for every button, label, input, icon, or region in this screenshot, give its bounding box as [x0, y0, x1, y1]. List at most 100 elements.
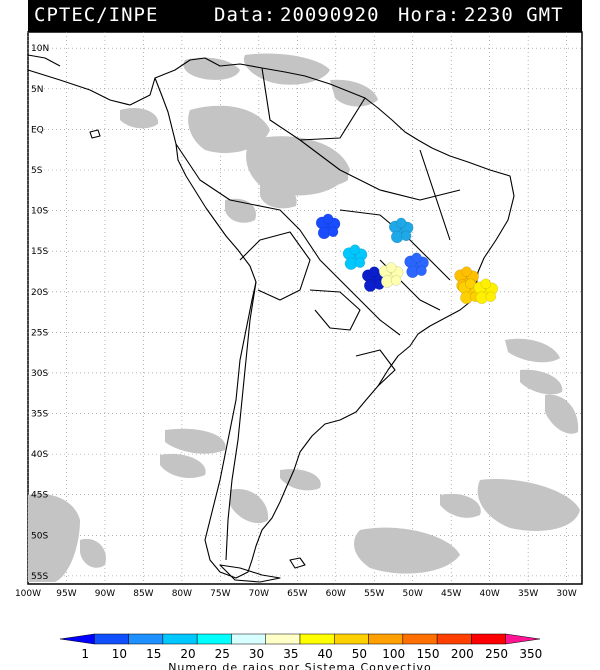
- cloud-rondonia: [260, 183, 297, 209]
- cloud-east-atlantic-3: [545, 394, 579, 434]
- lightning-cluster: [378, 262, 404, 288]
- lightning-cluster: [342, 244, 368, 270]
- legend-swatch: [334, 633, 369, 645]
- lightning-blob: [461, 266, 472, 277]
- lat-label: 30S: [31, 369, 48, 379]
- legend-label: 100: [382, 647, 405, 661]
- lightning-clusters: [315, 213, 499, 305]
- legend-swatch: [94, 633, 129, 645]
- legend-label: 200: [451, 647, 474, 661]
- cloud-east-atlantic-2: [520, 369, 563, 395]
- date-value: 20090920: [280, 4, 380, 26]
- lat-label: 35S: [31, 410, 48, 420]
- lightning-blob: [354, 257, 366, 268]
- legend-swatch: [505, 633, 541, 645]
- central-america: [27, 69, 156, 106]
- legend-swatch: [128, 633, 164, 645]
- cloud-pacific-south: [28, 493, 80, 582]
- cloud-amazon-east: [300, 149, 349, 186]
- lon-label: 35W: [518, 589, 538, 599]
- legend-label: 50: [352, 647, 367, 661]
- cloud-imagery: [28, 53, 580, 582]
- title-bar: CPTEC/INPE Data: 20090920 Hora: 2230 GMT: [28, 0, 582, 32]
- legend-swatch: [265, 633, 301, 645]
- cloud-peru: [225, 198, 256, 223]
- legend-swatch: [368, 633, 404, 645]
- lightning-blob: [349, 244, 361, 255]
- brazil-states-1: [299, 139, 461, 201]
- legend-label: 250: [485, 647, 508, 661]
- lon-label: 30W: [556, 589, 576, 599]
- legend-label: 30: [249, 647, 264, 661]
- cloud-pacific-south-2: [80, 538, 106, 568]
- lightning-cluster: [388, 217, 414, 244]
- lon-label: 100W: [15, 589, 41, 599]
- lightning-blob: [390, 275, 402, 286]
- lat-label: 40S: [31, 450, 48, 460]
- source-label: CPTEC/INPE: [34, 4, 159, 26]
- legend-label: 150: [417, 647, 440, 661]
- legend-swatch: [231, 633, 266, 645]
- legend-swatch: [59, 633, 95, 645]
- lightning-blob: [400, 230, 412, 242]
- time-label: Hora:: [398, 4, 461, 26]
- legend-label: 15: [146, 647, 161, 661]
- lat-label: 15S: [31, 247, 48, 257]
- lon-label: 80W: [172, 589, 192, 599]
- lon-label: 50W: [403, 589, 423, 599]
- cloud-south-atlantic-1: [165, 428, 226, 454]
- uruguay-border: [355, 349, 396, 387]
- lon-label: 45W: [441, 589, 461, 599]
- legend-swatch: [196, 633, 232, 645]
- legend-label: 25: [215, 647, 230, 661]
- lat-label: 45S: [31, 491, 48, 501]
- lat-label: 25S: [31, 328, 48, 338]
- lon-label: 70W: [249, 589, 269, 599]
- cloud-east-atlantic-1: [505, 338, 560, 363]
- date-label: Data:: [214, 4, 277, 26]
- legend-label: 10: [112, 647, 127, 661]
- cloud-south-east-2: [440, 493, 481, 518]
- brazil-border-west: [175, 143, 401, 336]
- legend-label: 1: [81, 647, 89, 661]
- brazil-states-2: [339, 209, 451, 281]
- bolivia-border: [239, 231, 311, 301]
- lightning-blob: [322, 213, 334, 225]
- lon-label: 65W: [287, 589, 307, 599]
- lat-label: 5S: [31, 166, 43, 176]
- legend-title: Numero de raios por Sistema Convectivo: [168, 661, 432, 670]
- lon-label: 90W: [95, 589, 115, 599]
- lon-label: 40W: [479, 589, 499, 599]
- cloud-south-east: [477, 479, 580, 531]
- lightning-blob: [416, 265, 427, 277]
- malvinas: [289, 557, 306, 569]
- lightning-blob: [485, 291, 497, 303]
- coastlines: [27, 54, 515, 583]
- lightning-cluster: [404, 252, 429, 279]
- tierra-del-fuego: [219, 564, 281, 583]
- paraguay-border: [309, 289, 361, 331]
- cloud-malvinas-east: [354, 527, 460, 574]
- lightning-blob: [395, 217, 407, 229]
- time-value: 2230 GMT: [464, 4, 564, 26]
- legend-label: 40: [318, 647, 333, 661]
- lat-label: 55S: [31, 572, 48, 582]
- mexico-coast: [27, 54, 61, 67]
- legend-swatch: [299, 633, 335, 645]
- legend-label: 20: [180, 647, 195, 661]
- cloud-south-atlantic-2: [160, 453, 206, 479]
- lightning-cluster: [315, 213, 341, 240]
- legend-label: 35: [283, 647, 298, 661]
- lightning-blob: [480, 278, 492, 290]
- longitude-axis: 100W 95W 90W 85W 80W 75W 70W 65W 60W 55W 50W 45W 40W…: [15, 589, 577, 599]
- lat-label: 20S: [31, 288, 48, 298]
- galapagos: [89, 129, 101, 139]
- legend-label: 350: [519, 647, 542, 661]
- lightning-legend: 1 10 15 20 25 30 35 40 50 100 150 200 250 350 Numero d…: [59, 633, 542, 670]
- lightning-blob: [327, 226, 339, 238]
- lon-label: 75W: [210, 589, 230, 599]
- legend-swatch: [402, 633, 438, 645]
- brazil-states-4: [419, 149, 451, 241]
- lat-label: 10S: [31, 207, 48, 217]
